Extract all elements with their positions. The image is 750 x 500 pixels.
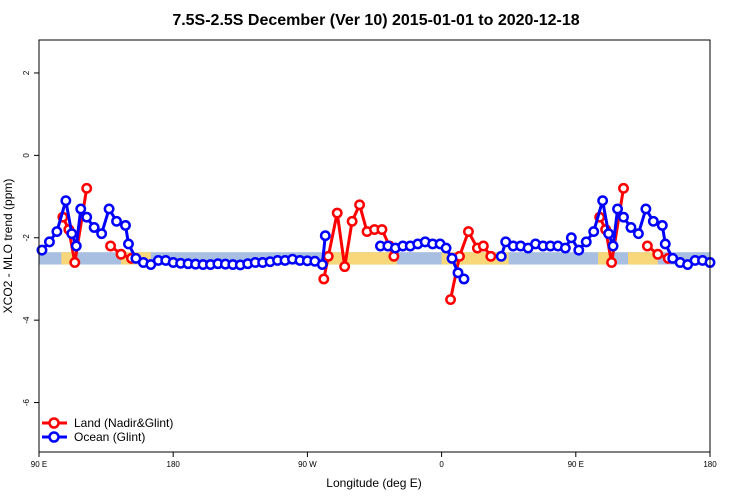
ocean-data-point: [495, 250, 507, 262]
land-data-point: [69, 257, 81, 268]
ocean-data-point: [647, 215, 659, 227]
ocean-data-point: [625, 222, 637, 233]
ocean-data-point: [60, 195, 72, 207]
land-data-point: [462, 226, 474, 238]
ocean-data-point: [559, 242, 571, 254]
land-data-point: [115, 248, 127, 260]
y-tick-label: 2: [22, 70, 31, 75]
x-tick-label: 90 W: [298, 460, 317, 469]
ocean-data-point: [458, 273, 470, 285]
land-data-point: [388, 250, 400, 262]
land-data-point: [81, 182, 93, 194]
x-tick-label: 0: [439, 460, 444, 469]
ocean-data-point: [597, 195, 609, 207]
x-axis-label: Longitude (deg E): [326, 476, 421, 490]
y-axis-ticks: 2 0 -2 -4 -6: [22, 70, 39, 406]
y-tick-label: -2: [22, 234, 31, 242]
land-data-point: [331, 207, 343, 219]
ocean-data-point: [565, 232, 577, 244]
ocean-data-point: [640, 203, 652, 215]
legend-land-marker: [48, 417, 60, 429]
land-data-point: [322, 250, 334, 262]
legend-ocean-label: Ocean (Glint): [74, 430, 145, 444]
land-data-point: [346, 215, 358, 227]
legend-land-label: Land (Nadir&Glint): [74, 416, 173, 430]
ocean-data-point: [88, 222, 100, 233]
land-data-point: [318, 273, 330, 285]
y-axis-label: XCO2 - MLO trend (ppm): [1, 179, 15, 314]
chart-title: 7.5S-2.5S December (Ver 10) 2015-01-01 t…: [172, 12, 579, 29]
ocean-data-point: [70, 240, 82, 252]
ocean-data-point: [588, 226, 600, 238]
ocean-data-point: [656, 219, 668, 231]
land-data-point: [445, 294, 456, 306]
land-data-point: [618, 182, 629, 194]
ocean-data-point: [612, 203, 624, 215]
y-tick-label: 0: [22, 153, 31, 158]
land-data-point: [641, 240, 653, 252]
legend-ocean-marker: [48, 431, 60, 443]
x-tick-label: 90 E: [568, 460, 584, 469]
ocean-data-point: [75, 203, 87, 215]
ocean-data-point: [66, 228, 78, 240]
ocean-data-point: [81, 211, 93, 223]
x-axis-ticks: 90 E 180 90 W 0 90 E 180: [31, 452, 717, 469]
ocean-data-point: [452, 267, 464, 279]
ocean-data-point: [36, 244, 48, 256]
x-tick-label: 90 E: [31, 460, 47, 469]
land-data-point: [339, 261, 351, 273]
legend: Land (Nadir&Glint) Ocean (Glint): [42, 416, 173, 444]
ocean-data-point: [440, 242, 452, 254]
ocean-data-point: [580, 236, 592, 248]
ocean-data-point: [103, 203, 115, 215]
ocean-data-point: [446, 252, 458, 264]
plot-frame: [38, 39, 711, 453]
ocean-data-point: [123, 238, 134, 250]
ocean-data-point: [659, 238, 671, 250]
ocean-data-point: [607, 240, 619, 252]
ocean-data-point: [111, 215, 122, 227]
y-tick-label: -6: [22, 398, 31, 406]
x-tick-label: 180: [167, 460, 181, 469]
y-tick-label: -4: [22, 316, 31, 324]
ocean-data-point: [96, 228, 108, 240]
land-data-point: [376, 224, 388, 235]
x-tick-label: 180: [703, 460, 717, 469]
ocean-data-point: [316, 259, 328, 270]
ocean-data-point: [618, 211, 629, 223]
land-data-point: [477, 240, 489, 252]
ocean-data-point: [51, 226, 63, 238]
ocean-data-point: [573, 244, 585, 256]
band-land: [627, 252, 658, 265]
ocean-data-point: [632, 228, 644, 240]
land-data-point: [105, 240, 117, 252]
land-data-point: [652, 248, 664, 260]
ocean-data-point: [43, 236, 55, 248]
series-layer: [36, 182, 716, 306]
band-land: [322, 252, 397, 265]
ocean-data-point: [603, 228, 615, 240]
ocean-data-point: [319, 230, 331, 242]
ocean-data-point: [120, 219, 131, 231]
land-data-point: [606, 257, 618, 268]
land-data-point: [485, 250, 497, 262]
land-data-point: [354, 199, 366, 211]
